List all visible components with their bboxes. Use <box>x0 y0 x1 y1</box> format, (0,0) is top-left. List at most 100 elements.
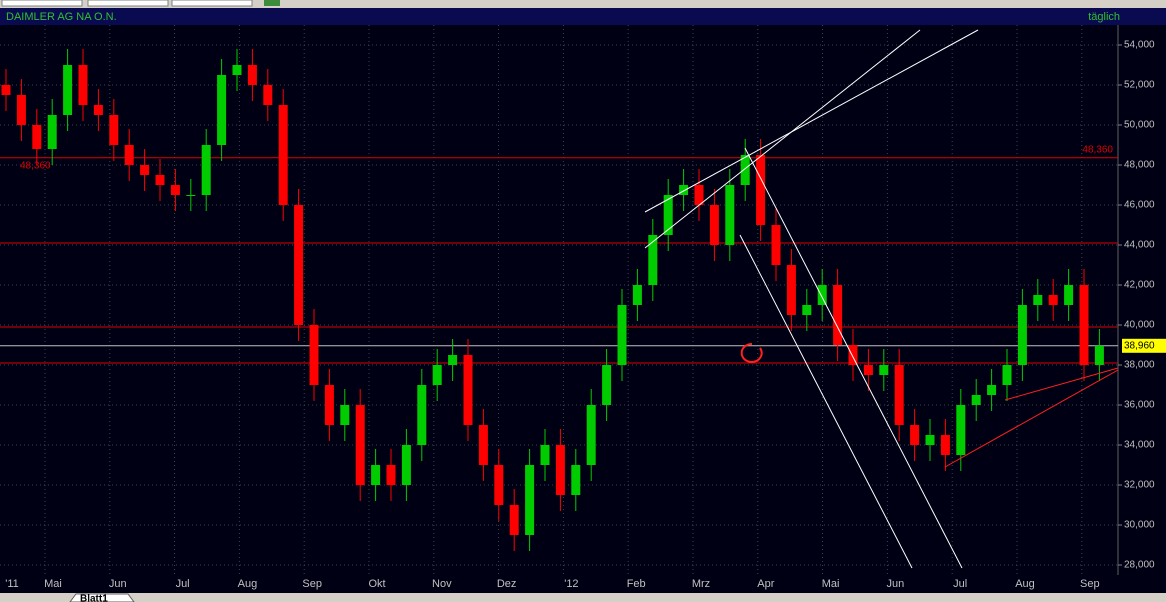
candle-body <box>987 385 997 395</box>
candle-body <box>786 265 796 315</box>
y-tick-label: 50,000 <box>1124 120 1155 131</box>
sheet-tab-label: Blatt1 <box>80 594 108 602</box>
toolbar <box>0 0 1166 8</box>
candle-body <box>509 505 519 535</box>
candle-body <box>571 465 581 495</box>
candle-body <box>971 395 981 405</box>
candle-body <box>47 115 57 149</box>
reference-label: 48,360 <box>20 160 51 171</box>
candle-body <box>1079 285 1089 365</box>
tab[interactable] <box>171 0 253 7</box>
candle-body <box>525 465 535 535</box>
candle-body <box>371 465 381 485</box>
chart-subtitle: täglich <box>1088 11 1120 23</box>
x-tick-label: Dez <box>497 578 517 590</box>
candle-body <box>140 165 150 175</box>
candle-body <box>263 85 273 105</box>
candle-body <box>16 95 26 125</box>
candle-body <box>63 65 73 115</box>
x-tick-label: Apr <box>757 578 774 590</box>
reference-lines: 48,360 48,360 <box>0 144 1118 364</box>
candle-body <box>1064 285 1074 305</box>
candle-body <box>217 75 227 145</box>
candles <box>1 49 1104 551</box>
x-tick-label: Sep <box>1080 578 1100 590</box>
sheet-bar <box>0 593 1166 602</box>
candle-body <box>478 425 488 465</box>
candle-body <box>694 185 704 205</box>
candle-body <box>432 365 442 385</box>
x-tick-label: '11 <box>5 578 19 590</box>
candle-body <box>1002 365 1012 385</box>
chart-title: DAIMLER AG NA O.N. <box>6 11 117 23</box>
candle-body <box>1 85 11 95</box>
x-tick-label: Feb <box>627 578 646 590</box>
candle-body <box>32 125 42 149</box>
x-tick-label: Nov <box>432 578 452 590</box>
candle-body <box>232 65 242 75</box>
tab[interactable] <box>87 0 169 7</box>
candle-body <box>586 405 596 465</box>
title-bar <box>0 8 1166 25</box>
candle-body <box>940 435 950 455</box>
candle-body <box>324 385 334 425</box>
y-tick-label: 46,000 <box>1124 200 1155 211</box>
candle-body <box>817 285 827 305</box>
tab[interactable] <box>1 0 83 7</box>
reference-label: 48,360 <box>1082 144 1113 155</box>
candle-body <box>740 155 750 185</box>
candle-body <box>1048 295 1058 305</box>
y-tick-label: 40,000 <box>1124 320 1155 331</box>
candle-body <box>340 405 350 425</box>
candle-body <box>648 235 658 285</box>
candle-body <box>925 435 935 445</box>
candle-body <box>956 405 966 455</box>
button[interactable] <box>264 0 280 6</box>
trend-line <box>744 147 963 569</box>
trend-line <box>944 369 1119 468</box>
candle-body <box>124 145 134 165</box>
candle-body <box>417 385 427 445</box>
y-tick-label: 54,000 <box>1124 40 1155 51</box>
candle-body <box>463 355 473 425</box>
candle-body <box>1017 305 1027 365</box>
trend-line <box>644 29 979 213</box>
candle-body <box>894 365 904 425</box>
candle-body <box>386 465 396 485</box>
sheet-tab[interactable] <box>69 593 135 602</box>
axis: 28,000 30,000 32,000 34,000 36,000 38,000 40,0… <box>5 40 1166 590</box>
x-tick-label: Jun <box>109 578 127 590</box>
drawings <box>644 29 1119 569</box>
candle-body <box>848 345 858 365</box>
candle-body <box>93 105 103 115</box>
candle-body <box>247 65 257 85</box>
candle-body <box>709 205 719 245</box>
x-tick-label: Aug <box>1015 578 1035 590</box>
x-tick-label: '12 <box>564 578 578 590</box>
candle-body <box>756 155 766 225</box>
candle-body <box>109 115 119 145</box>
candle-body <box>617 305 627 365</box>
x-tick-label: Jul <box>176 578 190 590</box>
candle-body <box>401 445 411 485</box>
candle-body <box>771 225 781 265</box>
y-tick-label: 32,000 <box>1124 480 1155 491</box>
candle-body <box>1094 345 1104 365</box>
y-tick-label: 48,000 <box>1124 160 1155 171</box>
y-tick-label: 28,000 <box>1124 560 1155 571</box>
x-tick-label: Mrz <box>692 578 710 590</box>
candle-body <box>725 185 735 245</box>
last-price-label: 38,960 <box>1124 340 1155 351</box>
x-tick-label: Jul <box>953 578 967 590</box>
trend-line <box>1004 367 1119 401</box>
candle-body <box>355 405 365 485</box>
candle-body <box>448 355 458 365</box>
candle-body <box>540 445 550 465</box>
candle-body <box>201 145 211 195</box>
candle-body <box>309 325 319 385</box>
candle-body <box>679 185 689 195</box>
candle-body <box>555 445 565 495</box>
candle-body <box>879 365 889 375</box>
candle-body <box>155 175 165 185</box>
